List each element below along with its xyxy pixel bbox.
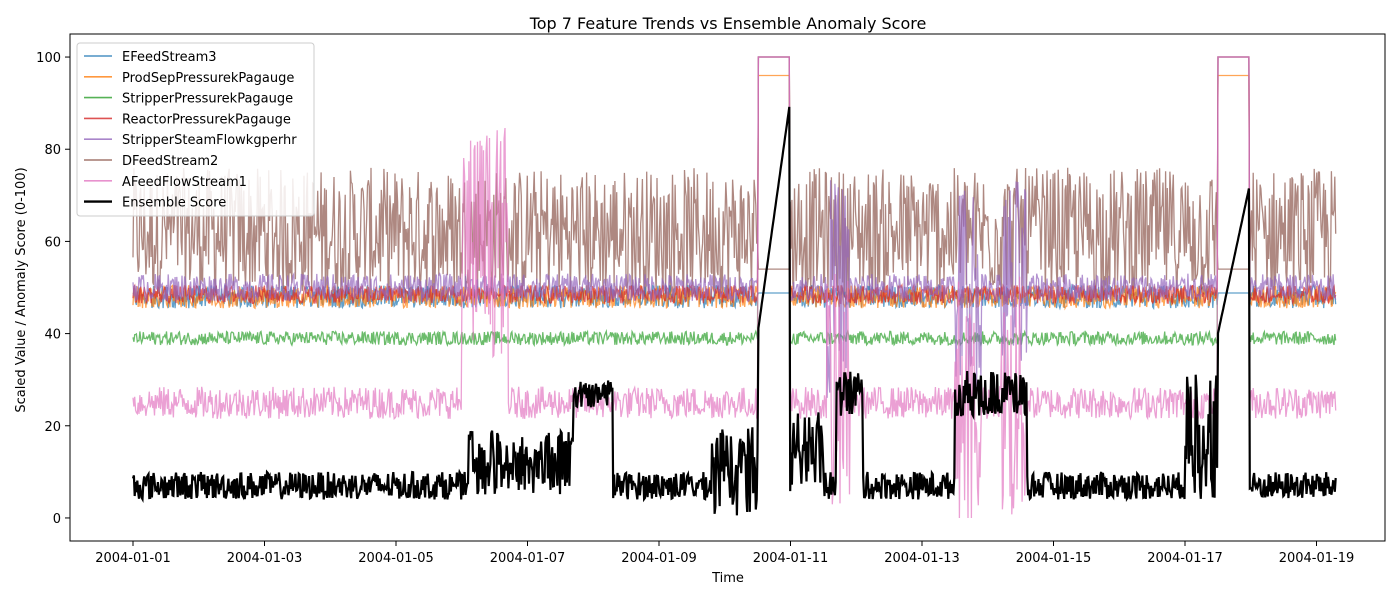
x-tick-label: 2004-01-19 [1279,551,1355,566]
x-tick-label: 2004-01-11 [753,551,829,566]
legend-label: ReactorPressurekPagauge [122,112,291,127]
legend: EFeedStream3 ProdSepPressurekPagauge Strip… [76,42,315,217]
y-tick-label: 80 [44,143,61,158]
x-tick-label: 2004-01-17 [1147,551,1223,566]
series-line-stripperpressurekpagauge [132,56,1337,348]
legend-label: EFeedStream3 [122,50,217,65]
y-tick-label: 0 [53,512,61,527]
y-axis: 0 20 40 60 80 100 [36,51,70,527]
y-tick-label: 20 [44,420,61,435]
legend-label: StripperSteamFlowkgperhr [122,133,297,148]
legend-label: AFeedFlowStream1 [122,175,247,190]
x-tick-label: 2004-01-05 [358,551,434,566]
x-tick-label: 2004-01-01 [95,551,171,566]
legend-label: ProdSepPressurekPagauge [122,71,294,86]
legend-label: DFeedStream2 [122,154,218,169]
legend-label: StripperPressurekPagauge [122,92,293,107]
series-line-ensemble score [131,106,1337,516]
series-line-strippersteamflowkgperhr [132,56,1337,398]
x-tick-label: 2004-01-15 [1016,551,1092,566]
x-axis: 2004-01-01 2004-01-03 2004-01-05 2004-01-07… [95,541,1354,566]
x-tick-label: 2004-01-03 [227,551,303,566]
series-line-afeedflowstream1 [132,56,1337,519]
y-axis-label: Scaled Value / Anomaly Score (0-100) [14,167,29,412]
plot-frame [69,33,1386,542]
x-tick-label: 2004-01-13 [884,551,960,566]
x-tick-label: 2004-01-09 [621,551,697,566]
y-tick-label: 40 [44,328,61,343]
y-tick-label: 100 [36,51,61,66]
x-axis-label: Time [711,571,744,586]
x-tick-label: 2004-01-07 [490,551,566,566]
y-tick-label: 60 [44,235,61,250]
legend-box [76,42,315,217]
series-line-dfeedstream2 [132,167,1337,297]
chart-title: Top 7 Feature Trends vs Ensemble Anomaly… [529,14,927,33]
legend-label: Ensemble Score [122,196,226,211]
